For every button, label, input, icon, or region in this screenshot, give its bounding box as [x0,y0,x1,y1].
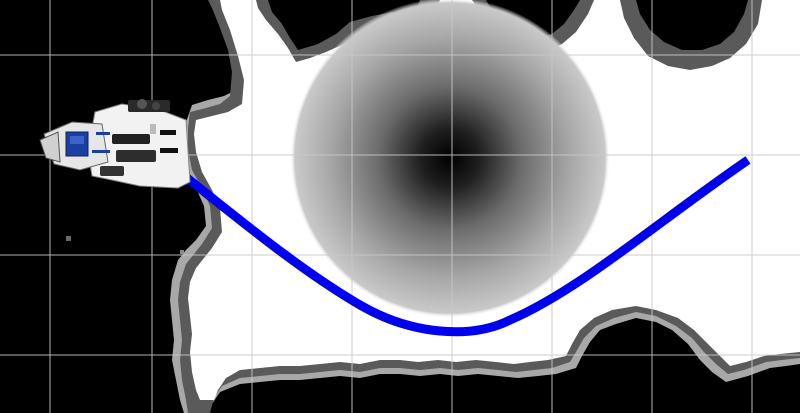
planned-path [179,156,751,337]
cost-gradient-blob [290,0,610,318]
robot-panel-slot [160,148,178,153]
robot-joint [137,99,147,109]
obstacle-speck [66,236,71,241]
robot-trim [92,150,110,153]
robot-gripper [100,166,124,176]
robot-arm-upper [128,100,170,112]
robot-joint [152,102,160,110]
robot-front-plate [39,131,61,163]
robot-trim [96,132,110,135]
robot-arm-joint [112,134,150,144]
robot-arm-lower [116,150,156,162]
obstacle-speck [180,250,184,254]
robot-icon[interactable] [39,99,191,189]
robot-panel-slot [160,130,176,135]
robot-screen-highlight [70,136,84,144]
robot-panel-detail [150,124,156,134]
